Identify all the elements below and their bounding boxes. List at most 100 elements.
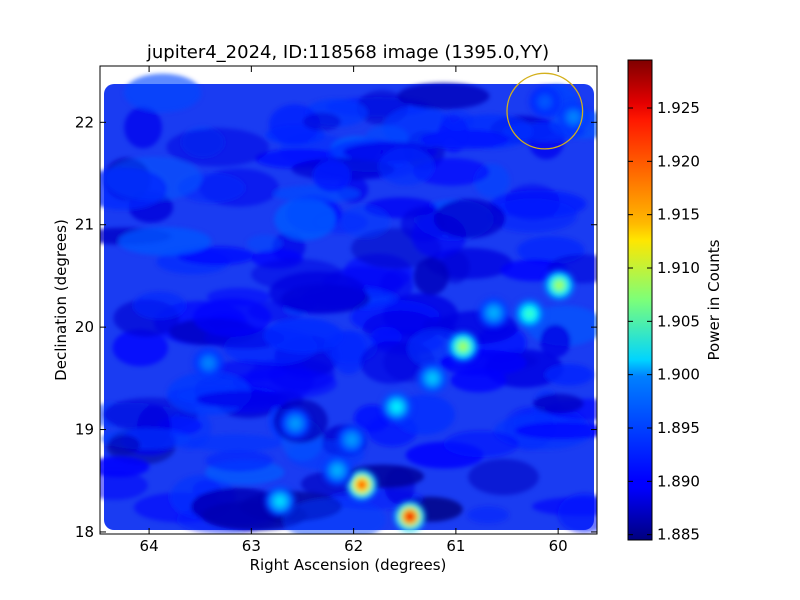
noise-blotch (302, 112, 341, 131)
noise-blotch (269, 271, 367, 314)
y-tick-label: 20 (75, 318, 94, 336)
source-halo (556, 282, 563, 289)
noise-blotch (533, 393, 584, 414)
noise-blotch (232, 367, 337, 400)
point-source (558, 102, 589, 133)
noise-blotch (341, 205, 390, 239)
plot-frame (99, 65, 598, 535)
x-axis-label: Right Ascension (degrees) (250, 556, 447, 574)
colorbar-tick-label: 1.925 (657, 99, 700, 117)
noise-blotch (205, 450, 273, 472)
source-halo (406, 513, 413, 520)
noise-blotch (378, 146, 435, 186)
colorbar-tick-label: 1.890 (657, 472, 700, 490)
colorbar-tick-label: 1.885 (657, 526, 700, 544)
point-source (336, 424, 367, 455)
annotation-circle (506, 72, 584, 150)
noise-blotch (166, 128, 269, 167)
noise-blotch (354, 404, 390, 433)
colorbar-tick-label: 1.910 (657, 259, 700, 277)
noise-blotch (514, 421, 597, 440)
noise-blotch (433, 198, 506, 239)
noise-blotch (557, 493, 597, 533)
point-source (478, 297, 509, 328)
point-source (193, 348, 224, 378)
point-source (322, 455, 353, 486)
point-source (394, 501, 425, 532)
noise-blotch (108, 435, 141, 455)
noise-blotch (413, 257, 449, 295)
noise-blotch (360, 341, 421, 384)
noise-blotch (100, 167, 167, 210)
source-halo (292, 420, 299, 427)
colorbar-gradient (627, 59, 653, 541)
point-source (514, 298, 545, 329)
y-axis: 18 19 20 21 22 (75, 113, 597, 541)
point-source (265, 486, 295, 517)
point-source (381, 392, 412, 422)
noise-blotch (112, 329, 168, 367)
noise-blotch (100, 471, 148, 500)
point-source (529, 86, 560, 117)
noise-blotch (282, 498, 386, 534)
noise-blotch (273, 185, 360, 203)
annotations-layer (506, 72, 584, 150)
y-axis-label: Declination (degrees) (52, 219, 70, 381)
colorbar-tick-label: 1.895 (657, 419, 700, 437)
source-halo (460, 343, 466, 350)
source-halo (526, 310, 533, 317)
point-source (280, 408, 311, 439)
colorbar-label: Power in Counts (705, 239, 723, 360)
source-halo (541, 98, 548, 105)
sources-layer (193, 86, 589, 532)
plot-area: 64 63 62 61 60 18 19 20 21 22 (75, 65, 598, 555)
colorbar-tick-label: 1.915 (657, 206, 700, 224)
noise-texture (100, 73, 597, 534)
y-tick-label: 19 (75, 421, 94, 439)
source-halo (429, 375, 436, 382)
source-halo (393, 404, 400, 410)
x-tick-label: 62 (344, 537, 363, 555)
noise-blotch (269, 104, 320, 145)
noise-blotch (132, 291, 186, 320)
noise-blotch (186, 434, 283, 452)
noise-blotch (274, 198, 336, 241)
noise-blotch (420, 129, 510, 149)
noise-blotch (440, 110, 474, 132)
colorbar-ticks: 1.885 1.890 1.895 1.900 1.905 1.910 1.915 1.920… (628, 99, 700, 544)
y-tick-label: 22 (75, 113, 94, 131)
point-source (346, 469, 377, 500)
noise-blotch (467, 506, 509, 524)
colorbar-tick-label: 1.920 (657, 152, 700, 170)
noise-blotch (246, 234, 283, 252)
noise-blotch (539, 324, 571, 358)
x-tick-label: 60 (549, 537, 568, 555)
colorbar-tick-label: 1.905 (657, 312, 700, 330)
point-source (544, 270, 575, 301)
noise-blotch (191, 487, 285, 526)
y-tick-label: 21 (75, 216, 94, 234)
x-tick-label: 61 (446, 537, 465, 555)
source-halo (490, 309, 497, 316)
x-tick-label: 63 (242, 537, 261, 555)
noise-blotch (195, 391, 290, 408)
point-source (448, 331, 478, 362)
source-halo (334, 467, 341, 474)
noise-blotch (544, 364, 594, 386)
source-halo (348, 436, 355, 443)
point-source (417, 363, 448, 394)
noise-blotch (124, 73, 202, 113)
y-tick-label: 18 (75, 523, 94, 541)
colorbar-tick-label: 1.900 (657, 366, 700, 384)
source-halo (570, 114, 577, 121)
noise-blotch (468, 458, 539, 496)
noise-blotch (124, 106, 162, 149)
colorbar: 1.885 1.890 1.895 1.900 1.905 1.910 1.915 1.920… (627, 59, 723, 544)
noise-blotch (263, 318, 344, 354)
source-halo (358, 481, 365, 488)
noise-blotch (443, 430, 519, 458)
noise-blotch (193, 298, 272, 337)
noise-blotch (397, 82, 490, 110)
noise-blotch (118, 227, 212, 256)
